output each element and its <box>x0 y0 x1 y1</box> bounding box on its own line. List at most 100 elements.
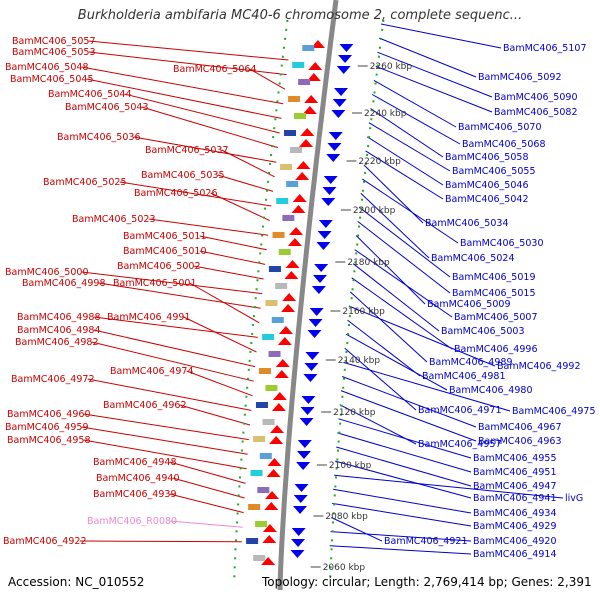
reverse-label-leader <box>368 122 451 172</box>
forward-gene-label: BamMC406_5057 <box>12 36 95 47</box>
reverse-gene-label: BamMC406_5015 <box>452 288 535 299</box>
forward-gene-label: BamMC406_5045 <box>10 74 93 85</box>
reverse-label-leader <box>349 291 428 363</box>
forward-gene-label: BamMC406_4962 <box>103 400 186 411</box>
feature-block <box>272 232 285 238</box>
forward-label-leader <box>81 271 263 295</box>
forward-label-leader <box>81 66 284 105</box>
forward-gene-arrow <box>261 557 276 565</box>
reverse-label-leader <box>354 249 453 318</box>
feature-block <box>262 334 275 340</box>
reverse-label-leader <box>330 531 472 542</box>
reverse-gene-label: BamMC406_5024 <box>431 253 514 264</box>
kbp-tick-label: 2060 kbp <box>323 563 366 573</box>
reverse-gene-arrow <box>307 330 322 338</box>
forward-gene-label: BamMC406_5064 <box>173 64 256 75</box>
forward-gene-arrow <box>302 106 317 114</box>
reverse-label-leader <box>378 37 477 78</box>
forward-gene-label: BamMC406_5044 <box>48 89 131 100</box>
feature-block <box>302 45 315 51</box>
forward-gene-arrow <box>300 128 315 136</box>
feature-block <box>255 521 268 527</box>
reverse-label-leader <box>351 277 453 350</box>
reverse-label-leader <box>333 488 472 514</box>
forward-label-leader <box>217 174 274 192</box>
kbp-tick-label: 2100 kbp <box>329 461 372 471</box>
forward-gene-label: BamMC406_4991 <box>107 312 190 323</box>
feature-block <box>246 538 259 544</box>
reverse-gene-label: BamMC406_4975 <box>512 406 595 417</box>
forward-gene-label: BamMC406_5036 <box>57 132 140 143</box>
reverse-gene-arrow <box>311 286 326 294</box>
reverse-gene-arrow <box>303 374 318 382</box>
reverse-gene-label: BamMC406_4980 <box>449 385 532 396</box>
feature-block <box>265 385 278 391</box>
forward-gene-arrow <box>292 194 307 202</box>
feature-block <box>255 402 268 408</box>
reverse-gene-label: BamMC406_4941 <box>473 493 556 504</box>
forward-gene-label: BamMC406_4972 <box>11 374 94 385</box>
forward-label-leader <box>249 68 286 90</box>
kbp-ticks: 2260 kbp 2240 kbp 2220 kbp 2200 kbp 2180 kbp… <box>310 62 412 573</box>
reverse-gene-arrow <box>331 110 346 118</box>
reverse-gene-label: BamMC406_5058 <box>445 152 528 163</box>
reverse-gene-label: BamMC406_5082 <box>494 107 577 118</box>
gene-track <box>233 0 385 591</box>
reverse-gene-label: BamMC406_5092 <box>478 72 561 83</box>
forward-gene-label: BamMC406_5023 <box>72 214 155 225</box>
feature-block <box>278 249 291 255</box>
forward-gene-arrow <box>310 40 325 48</box>
label-leader-lines <box>79 23 564 555</box>
kbp-tick-label: 2240 kbp <box>364 109 407 119</box>
forward-label-leader <box>86 78 282 119</box>
forward-gene-label: BamMC406_4960 <box>7 409 90 420</box>
forward-label-leader <box>87 378 252 411</box>
forward-gene-arrow <box>282 293 297 301</box>
forward-gene-label: BamMC406_4940 <box>96 473 179 484</box>
genome-stats-text: Topology: circular; Length: 2,769,414 bp… <box>262 575 592 589</box>
reverse-gene-arrow <box>309 308 324 316</box>
kbp-tick-label: 2220 kbp <box>358 157 401 167</box>
feature-block <box>248 504 261 510</box>
reverse-gene-label: BamMC406_4955 <box>473 453 556 464</box>
feature-block <box>268 351 281 357</box>
reverse-label-leader <box>373 79 457 128</box>
reverse-label-leader <box>337 432 472 473</box>
forward-gene-label: BamMC406_5037 <box>145 145 228 156</box>
reverse-label-leader <box>358 206 451 278</box>
forward-label-leader <box>83 413 249 441</box>
reverse-gene-arrow <box>314 264 329 272</box>
reverse-gene-label: BamMC406_5034 <box>425 218 508 229</box>
forward-gene-arrow <box>296 161 311 169</box>
forward-gene-label: BamMC406_4974 <box>110 366 193 377</box>
forward-label-leader <box>88 40 289 61</box>
forward-gene-label: BamMC406_5026 <box>134 188 217 199</box>
forward-gene-label: BamMC406_5002 <box>117 261 200 272</box>
forward-gene-arrow <box>262 524 277 532</box>
reverse-gene-arrow <box>308 319 323 327</box>
forward-gene-arrow <box>308 62 323 70</box>
reverse-gene-label: BamMC406_4996 <box>454 344 537 355</box>
forward-gene-label: BamMC406_5011 <box>123 231 206 242</box>
feature-block <box>288 96 301 102</box>
inner-dotted-track <box>233 19 289 581</box>
forward-label-leader <box>169 520 243 528</box>
feature-block <box>257 487 270 493</box>
reverse-gene-label: BamMC406_4914 <box>473 549 556 560</box>
reverse-gene-label: BamMC406_4934 <box>473 508 556 519</box>
forward-gene-arrow <box>270 425 285 433</box>
forward-gene-label: BamMC406_5053 <box>12 47 95 58</box>
feature-block <box>294 113 307 119</box>
forward-label-leader <box>91 341 254 382</box>
reverse-label-leader <box>370 108 444 158</box>
reverse-gene-label: BamMC406_5107 <box>503 43 586 54</box>
reverse-gene-label: BamMC406_5019 <box>452 272 535 283</box>
feature-block <box>268 266 281 272</box>
reverse-gene-arrow <box>291 528 306 536</box>
reverse-label-leader <box>377 51 493 98</box>
feature-block <box>282 215 295 221</box>
forward-gene-label: BamMC406_4982 <box>15 337 98 348</box>
forward-label-leader <box>169 493 244 514</box>
